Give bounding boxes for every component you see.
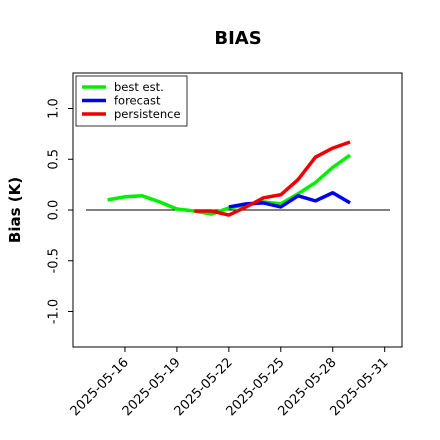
y-axis: -1.0 -0.5 0.0 0.5 1.0 xyxy=(47,98,73,324)
y-tick-label: 1.0 xyxy=(47,98,62,119)
y-tick-label: 0.5 xyxy=(47,149,62,170)
series-line-best-est xyxy=(107,153,352,216)
series-layer xyxy=(107,140,352,217)
series-line-persistence xyxy=(194,140,351,217)
y-tick-label: -1.0 xyxy=(47,299,62,324)
y-tick-label: 0.0 xyxy=(47,200,62,221)
legend-label: forecast xyxy=(114,94,161,108)
legend-label: best est. xyxy=(114,80,164,94)
chart-title: BIAS xyxy=(214,28,261,49)
x-axis: 2025-05-162025-05-192025-05-222025-05-25… xyxy=(68,347,392,419)
y-axis-label: Bias (K) xyxy=(6,177,24,243)
legend-label: persistence xyxy=(114,107,181,121)
y-tick-label: -0.5 xyxy=(47,248,62,273)
